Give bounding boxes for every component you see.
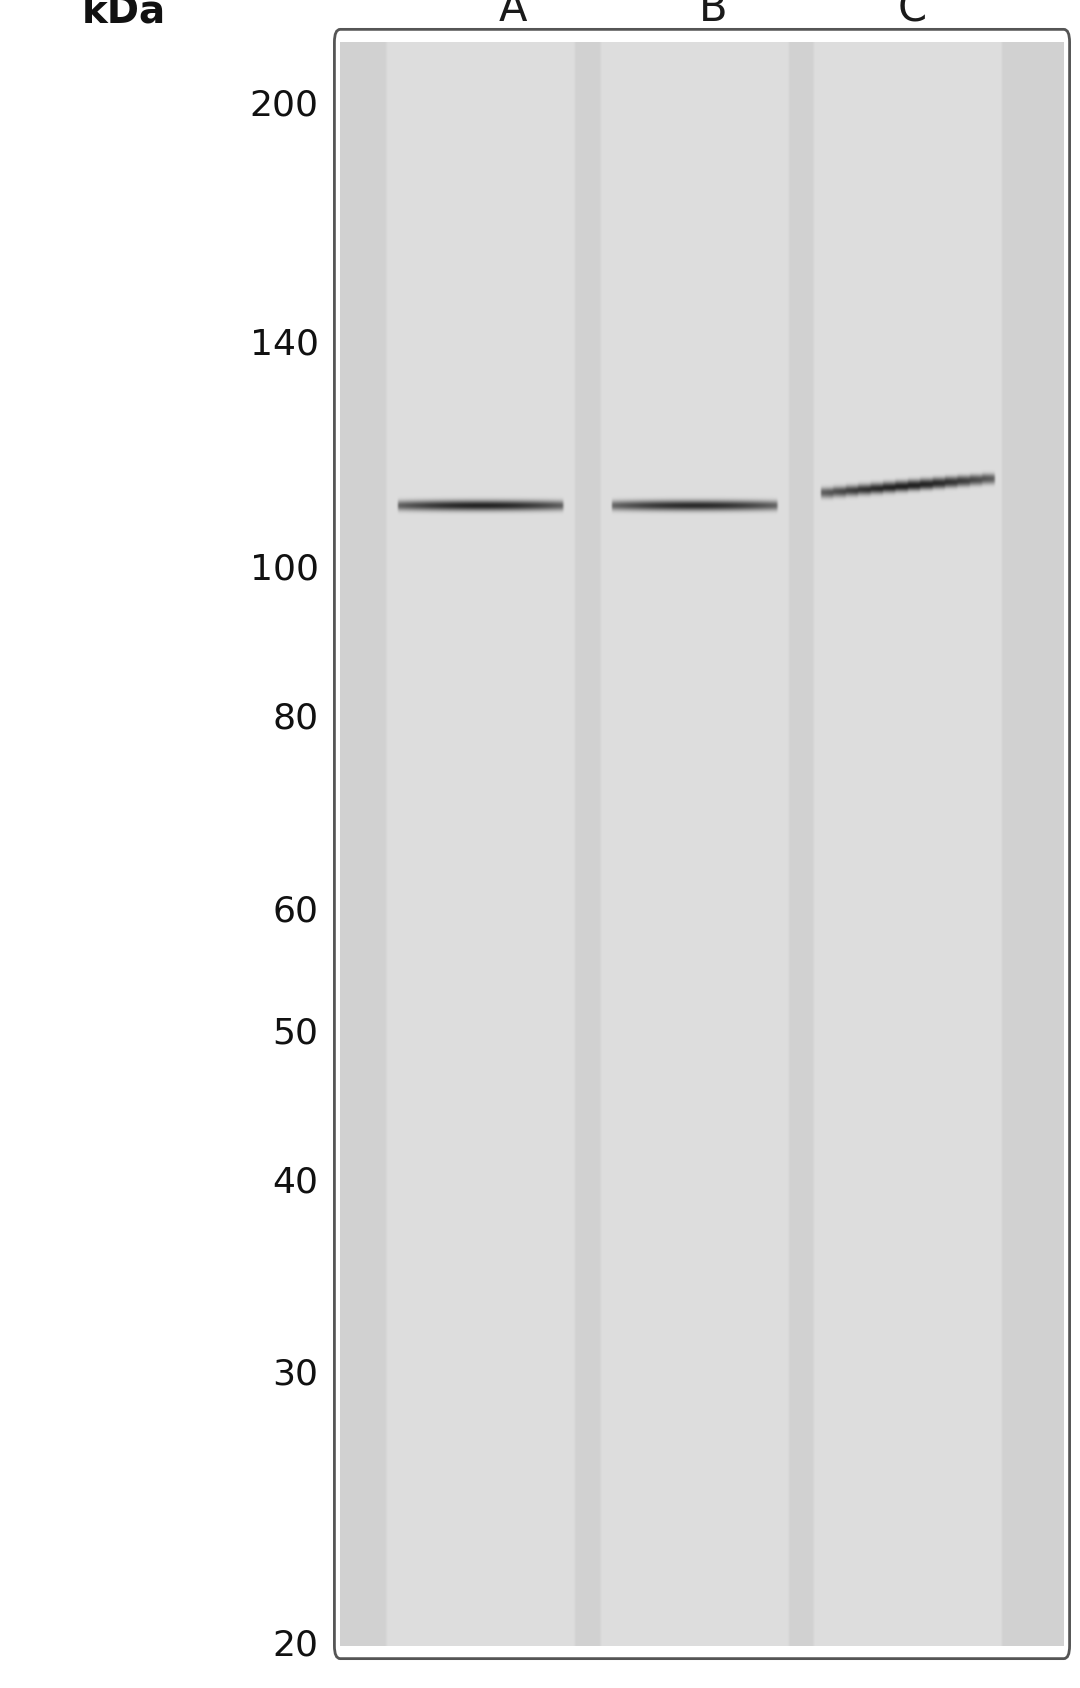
Text: 30: 30	[272, 1357, 319, 1391]
Text: 40: 40	[272, 1165, 319, 1198]
Text: C: C	[899, 0, 927, 30]
Text: 200: 200	[249, 89, 319, 123]
Text: A: A	[499, 0, 527, 30]
Text: B: B	[699, 0, 727, 30]
Text: 60: 60	[272, 895, 319, 928]
Text: 80: 80	[272, 702, 319, 736]
Text: 140: 140	[249, 327, 319, 361]
Text: 20: 20	[272, 1629, 319, 1663]
Text: kDa: kDa	[82, 0, 166, 30]
Text: 100: 100	[249, 552, 319, 586]
Text: 50: 50	[272, 1016, 319, 1050]
